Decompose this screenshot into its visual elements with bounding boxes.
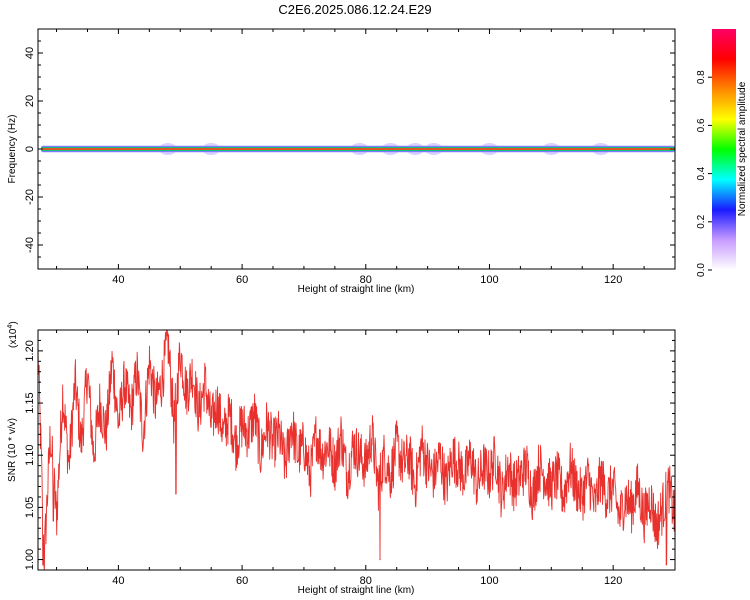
snr-frame [37,329,676,571]
colorbar-gradient [712,29,736,270]
y-tick-label: 0 [24,146,36,152]
snr-y-multiplier: (x104) [7,321,19,348]
x-tick-label: 80 [360,575,372,587]
x-tick-label: 100 [480,575,498,587]
snr-spike-point [665,564,667,566]
y-tick-label: 1.10 [24,445,36,466]
snr-y-axis-label: SNR (10 * v/v) [7,418,18,482]
snr-x-axis-label: Height of straight line (km) [298,585,415,596]
snr-line [38,330,675,570]
colorbar: 0.0 0.2 0.4 0.6 0.8 Normalized spectral ampl… [696,29,748,277]
multiplier-base: (x10 [8,328,19,348]
spectrogram-x-axis-label: Height of straight line (km) [298,284,415,295]
x-tick-label: 120 [604,575,622,587]
x-tick-label: 80 [360,274,372,286]
colorbar-tick-label: 0.8 [696,70,707,84]
x-tick-label: 40 [112,274,124,286]
y-tick-label: 1.05 [24,497,36,518]
y-tick-label: -20 [24,189,36,205]
colorbar-ticks: 0.0 0.2 0.4 0.6 0.8 [696,70,712,277]
colorbar-tick-label: 0.6 [696,118,707,132]
y-tick-label: -40 [24,237,36,253]
figure-title: C2E6.2025.086.12.24.E29 [278,2,431,17]
y-tick-label: 1.20 [24,340,36,361]
snr-spike-point [175,493,177,495]
colorbar-label: Normalized spectral amplitude [737,81,748,216]
snr-y-ticks: 1.00 1.05 1.10 1.15 1.20 [24,339,675,570]
svg-text:(x104): (x104) [7,321,19,348]
snr-spike-point [52,520,55,522]
snr-spike-point [42,564,44,566]
frequency-band [41,143,676,155]
spectrogram-frame [37,28,676,270]
y-tick-label: 20 [24,95,36,107]
colorbar-tick-label: 0.0 [696,263,707,277]
y-tick-label: 1.00 [24,549,36,570]
snr-series [38,330,675,570]
spectrogram-panel: 40 60 80 100 120 40 20 0 -20 -40 Height of strai… [7,28,676,295]
x-tick-label: 60 [236,274,248,286]
multiplier-exponent: 4 [7,325,14,329]
spectrogram-y-axis-label: Frequency (Hz) [7,115,18,184]
colorbar-tick-label: 0.4 [696,166,707,180]
colorbar-tick-label: 0.2 [696,214,707,228]
x-tick-label: 120 [604,274,622,286]
x-tick-label: 40 [112,575,124,587]
y-tick-label: 1.15 [24,392,36,413]
x-tick-label: 100 [480,274,498,286]
snr-panel: 40 60 80 100 120 1.00 1.05 1.10 1.15 1.20 Height… [7,321,676,596]
snr-x-ticks: 40 60 80 100 120 [56,330,676,587]
snr-spike-point [379,558,381,561]
multiplier-close: ) [8,321,19,324]
x-tick-label: 60 [236,575,248,587]
y-tick-label: 40 [24,47,36,59]
